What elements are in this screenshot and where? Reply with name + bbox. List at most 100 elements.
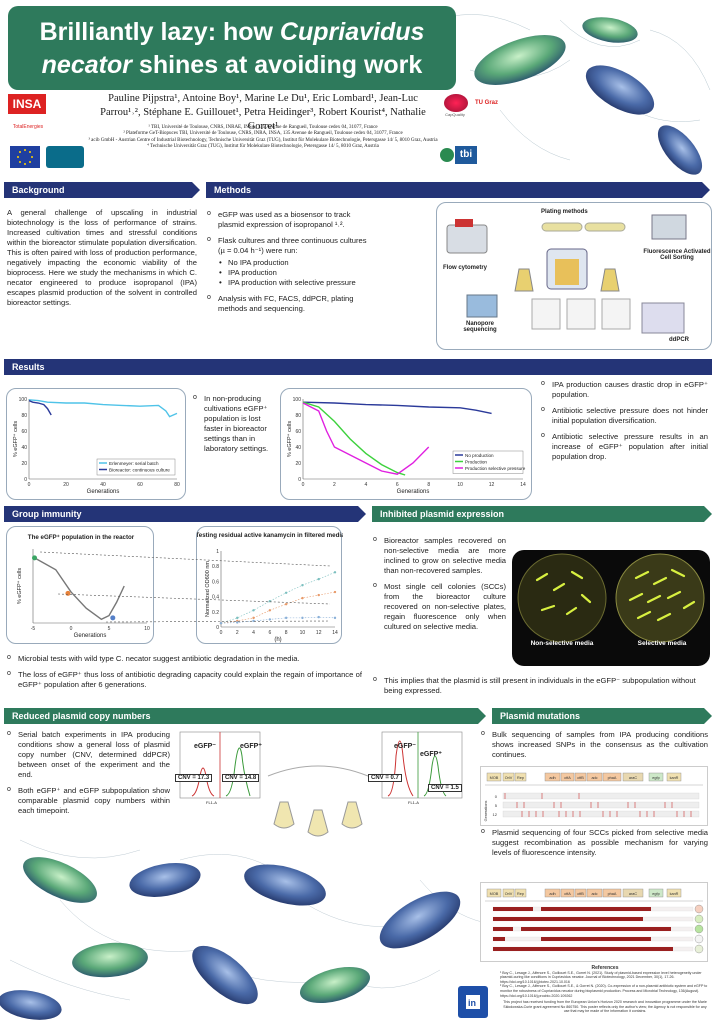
x-tick-label: 60 (137, 482, 143, 488)
gene-block (560, 772, 575, 782)
culture-condition: IPA production (218, 268, 374, 278)
x-tick-label: 10 (457, 482, 463, 488)
legend-box (452, 450, 524, 474)
nanopore-label: Nanopore sequencing (463, 321, 497, 333)
legend-label: Production selective pressure (465, 466, 526, 471)
x-tick-label: 0 (70, 626, 73, 632)
group-immunity-bullets: Microbial tests with wild type C. necato… (6, 653, 362, 696)
affiliations: ¹ TBI, Université de Toulouse, CNRS, INR… (88, 125, 438, 150)
x-axis-label: (h) (274, 637, 281, 643)
x-tick-label: 6 (268, 630, 271, 636)
histogram-curve-neg (387, 740, 414, 797)
inhibited-conclusion: This implies that the plasmid is still p… (372, 675, 712, 702)
methods-bullet: Analysis with FC, FACS, ddPCR, plating m… (206, 293, 374, 314)
generation-axis-label: Generations (484, 801, 488, 822)
recombination-block (493, 947, 673, 951)
data-point (333, 590, 337, 594)
chart-title: Testing residual active kanamycin in fil… (197, 532, 343, 539)
y-axis-label: % eGFP⁺ cells (12, 421, 19, 457)
gene-block (486, 888, 502, 898)
bacterium-green (23, 857, 97, 903)
reference-item: ¹ Boy C., Lesage J., Alfenore S., Guillo… (500, 970, 702, 984)
snp-track (502, 792, 700, 800)
flask-icon (273, 801, 295, 829)
author-list: Pauline Pijpstra¹, Antoine Boy¹, Marine … (100, 93, 426, 132)
x-tick-label: 0 (220, 630, 223, 636)
fluorescence-indicator (694, 934, 704, 944)
mutations-bullet-2: Plasmid sequencing of four SCCs picked f… (480, 827, 708, 864)
x-tick-label: 2 (333, 482, 336, 488)
x-tick-label: 0 (302, 482, 305, 488)
inhibited-bullets: Bioreactor samples recovered on non-sele… (372, 535, 506, 638)
results-right-bullets: IPA production causes drastic drop in eG… (540, 379, 708, 468)
copy-numbers-bullets: Serial batch experiments in IPA producin… (6, 729, 170, 822)
results-middle-text: In non-producing cultivations eGFP⁺ popu… (192, 393, 278, 460)
culture-condition: IPA production with selective pressure (218, 278, 374, 288)
legend-label: Erlenmeyer: serial batch (109, 461, 159, 466)
cdq-logo-text: CapQuality (445, 112, 465, 117)
snp-figure: MOB OriV Rep adh ctfA ctfB adc phaA araC egfp kanR… (480, 766, 708, 826)
total-energies-logo: TotalEnergies (12, 124, 44, 130)
gene-label: Rep (517, 776, 524, 780)
x-tick-label: 10 (144, 626, 150, 632)
gene-block (622, 888, 644, 898)
gene-block (544, 772, 561, 782)
y-tick-label: 0 (298, 477, 301, 483)
y-tick-label: 100 (293, 397, 302, 403)
gene-label: egfp (652, 892, 659, 896)
x-axis-label: FL1-A (206, 800, 217, 805)
data-point (333, 616, 337, 620)
x-axis-label: Generations (397, 489, 430, 495)
methods-bullet: eGFP was used as a biosensor to track pl… (206, 209, 374, 230)
x-tick-label: 20 (63, 482, 69, 488)
group-immunity-bullet: The loss of eGFP⁺ thus loss of antibioti… (6, 669, 362, 690)
x-axis-label: FL1-A (408, 800, 419, 805)
series-line (302, 401, 406, 476)
recombination-block (541, 907, 651, 911)
x-tick-label: 10 (300, 630, 306, 636)
culture-condition: No IPA production (218, 258, 374, 268)
fluorescence-indicator (694, 914, 704, 924)
copy-numbers-heading: Reduced plasmid copy numbers (4, 708, 486, 724)
funding-statement: This project has received funding from t… (503, 1000, 707, 1014)
data-point (268, 609, 272, 612)
reactor-population-panel: -5 0 5 10 Generations % eGFP⁺ cells The eGFP⁺ … (6, 526, 154, 644)
gene-label: adc (591, 892, 597, 896)
recombination-block (521, 927, 671, 931)
y-tick-label: 60 (21, 429, 27, 435)
bacterium-blue (657, 125, 703, 175)
tbi-logo: tbi (455, 146, 477, 164)
label-egfp-pos: eGFP⁺ (240, 743, 262, 750)
x-tick-label: 4 (364, 482, 367, 488)
eu-flag-logo (10, 146, 40, 168)
arrow-between-timepoints (267, 765, 369, 777)
x-axis-label: Generations (74, 633, 107, 639)
bacterium-blue (192, 945, 258, 1005)
inhibited-bullet: Most single cell colonies (SCCs) from th… (372, 581, 506, 632)
gene-block (502, 772, 515, 782)
x-tick-label: -5 (31, 626, 36, 632)
bacterium-blue (244, 864, 326, 906)
y-tick-label: 60 (295, 429, 301, 435)
y-tick-label: 0.4 (212, 595, 219, 601)
gene-block (574, 772, 587, 782)
series-line (302, 401, 492, 415)
snp-gene-map: MOB OriV Rep adh ctfA ctfB adc phaA araC egfp kanR… (484, 772, 703, 822)
x-axis-label: Generations (87, 489, 120, 495)
gene-label: araC (629, 776, 637, 780)
gene-label: ctfA (564, 892, 571, 896)
background-text: A general challenge of upscaling in indu… (7, 208, 197, 307)
qr-linkedin-logo[interactable]: in (458, 986, 488, 1018)
y-tick-label: 0.6 (212, 579, 219, 585)
gene-label: ctfA (564, 776, 571, 780)
selective-label: Selective media (637, 640, 687, 647)
data-point (333, 571, 337, 574)
y-tick-label: 0 (24, 477, 27, 483)
x-tick-label: 2 (236, 630, 239, 636)
methods-heading: Methods (206, 182, 710, 198)
bacterium-green (582, 17, 638, 43)
snp-track (502, 801, 700, 809)
label-egfp-neg: eGFP⁻ (394, 743, 416, 750)
x-tick-label: 8 (285, 630, 288, 636)
